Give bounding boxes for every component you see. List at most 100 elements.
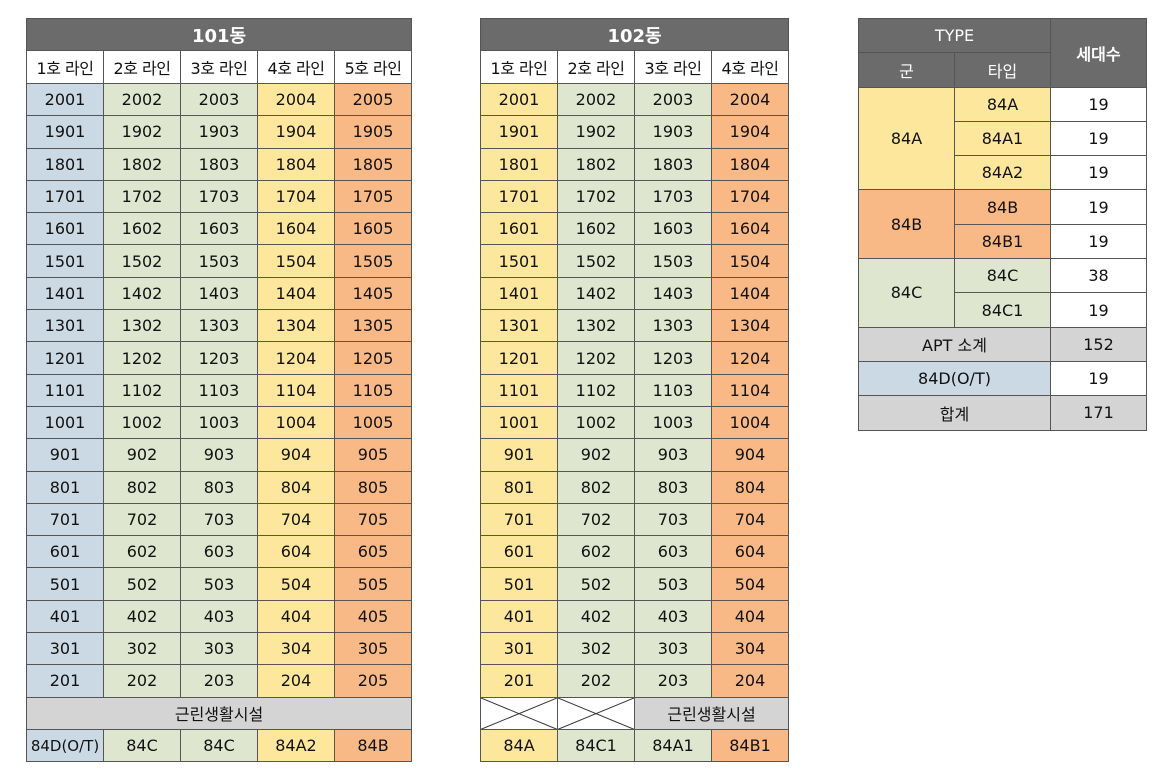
unit-cell: 704 [710,502,790,537]
type-row: 84A 84C1 84A1 84B1 [480,728,790,763]
unit-cell: 202 [557,664,635,698]
unit-cell: 902 [103,438,181,472]
table-row: 301 302 303 304 [480,632,790,666]
unit-cell: 1602 [557,212,635,246]
total-row: 합계 171 [858,395,1147,431]
unit-cell: 1505 [333,244,413,278]
empty-cross-cell [480,696,558,730]
table-row: 2001 2002 2003 2004 2005 [26,82,413,117]
line-header: 2호 라인 [103,50,181,84]
unit-cell: 601 [480,535,558,569]
unit-cell: 301 [26,632,104,666]
unit-cell: 1604 [710,212,790,246]
table-row: 701 702 703 704 705 [26,502,413,537]
apt-subtotal-label: APT 소계 [858,326,1051,362]
table-row: 401 402 403 404 405 [26,599,413,634]
unit-cell: 1902 [103,115,181,149]
officetel-label: 84D(O/T) [858,360,1051,397]
unit-cell: 403 [634,599,712,634]
unit-cell: 1003 [634,405,712,440]
unit-cell: 1402 [103,276,181,311]
subtype-header: 타입 [954,52,1051,88]
table-row: 1701 1702 1703 1704 [480,179,790,214]
unit-cell: 1802 [557,147,635,181]
unit-cell: 1604 [257,212,335,246]
unit-cell: 1101 [26,373,104,407]
unit-cell: 1102 [557,373,635,407]
group-header: 군 [858,52,955,88]
unit-cell: 1804 [257,147,335,181]
unit-cell: 1203 [634,341,712,375]
line-header: 5호 라인 [333,50,413,84]
unit-cell: 1603 [180,212,258,246]
unit-cell: 2001 [26,82,104,117]
units-cell: 19 [1050,86,1147,122]
table-row: 1001 1002 1003 1004 1005 [26,405,413,440]
unit-cell: 405 [333,599,413,634]
unit-cell: 1004 [257,405,335,440]
line-header: 1호 라인 [26,50,104,84]
type-subheader-row: 군 타입 [858,52,1147,88]
unit-cell: 902 [557,438,635,472]
table-row: 1901 1902 1903 1904 [480,115,790,149]
unit-cell: 201 [480,664,558,698]
unit-cell: 202 [103,664,181,698]
unit-cell: 1301 [26,309,104,343]
table-row: 84A 84A 19 [858,86,1147,191]
unit-type-cell: 84C1 [557,728,635,763]
unit-cell: 1904 [257,115,335,149]
unit-cell: 304 [710,632,790,666]
unit-cell: 1801 [480,147,558,181]
units-cell: 38 [1050,258,1147,294]
table-row: 84A1 19 [859,120,1147,157]
unit-cell: 1201 [26,341,104,375]
unit-cell: 1301 [480,309,558,343]
type-summary-table: TYPE 세대수 군 타입 84A 84A 19 84A1 19 84A2 19 84B 84B 19 84… [858,17,1147,431]
unit-cell: 903 [180,438,258,472]
table-row: 1801 1802 1803 1804 1805 [26,147,413,181]
unit-cell: 402 [103,599,181,634]
units-cell: 19 [1050,189,1147,225]
unit-cell: 204 [710,664,790,698]
unit-cell: 2001 [480,82,558,117]
unit-cell: 1405 [333,276,413,311]
table-row: 801 802 803 804 805 [26,470,413,504]
table-row: 2001 2002 2003 2004 [480,82,790,117]
unit-cell: 2002 [103,82,181,117]
table-row: 901 902 903 904 [480,438,790,472]
unit-type-cell: 84A [480,728,558,763]
unit-cell: 404 [710,599,790,634]
unit-cell: 502 [103,567,181,601]
unit-cell: 1702 [103,179,181,214]
unit-cell: 1601 [26,212,104,246]
unit-cell: 1904 [710,115,790,149]
unit-cell: 801 [480,470,558,504]
unit-type-cell: 84C [103,728,181,763]
building-101-body: 101동 1호 라인 2호 라인 3호 라인 4호 라인 5호 라인 2001 2002 200… [25,18,413,763]
unit-cell: 705 [333,502,413,537]
unit-cell: 704 [257,502,335,537]
unit-cell: 1704 [257,179,335,214]
line-header: 3호 라인 [180,50,258,84]
table-row: 801 802 803 804 [480,470,790,504]
unit-cell: 603 [634,535,712,569]
unit-cell: 1302 [557,309,635,343]
unit-cell: 803 [180,470,258,504]
table-row: 501 502 503 504 505 [26,567,413,601]
apt-subtotal-row: APT 소계 152 [858,326,1147,362]
unit-cell: 805 [333,470,413,504]
unit-cell: 1901 [480,115,558,149]
unit-cell: 204 [257,664,335,698]
unit-cell: 1502 [557,244,635,278]
unit-cell: 1701 [480,179,558,214]
building-101-table: 101동 1호 라인 2호 라인 3호 라인 4호 라인 5호 라인 2001 2002 200… [25,18,413,763]
subtype-cell: 84B1 [954,223,1051,260]
unit-cell: 703 [180,502,258,537]
unit-cell: 205 [333,664,413,698]
unit-cell: 1902 [557,115,635,149]
subtype-cell: 84C1 [954,292,1051,328]
unit-cell: 1601 [480,212,558,246]
empty-cross-cell [557,696,635,730]
table-row: 1701 1702 1703 1704 1705 [26,179,413,214]
unit-cell: 1903 [634,115,712,149]
